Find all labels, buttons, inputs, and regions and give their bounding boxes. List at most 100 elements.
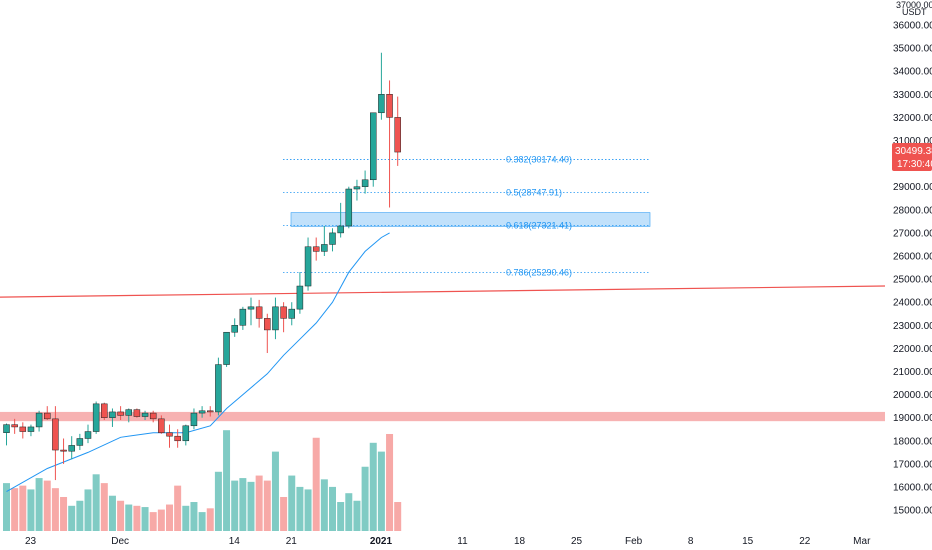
volume-bar xyxy=(11,488,19,531)
volume-bar xyxy=(108,495,116,531)
candle xyxy=(109,408,116,427)
time-tick-label: Dec xyxy=(111,536,129,547)
candle-body xyxy=(109,411,116,418)
fib-level-label: 0.786(25290.46) xyxy=(506,267,572,277)
candle-body xyxy=(207,410,214,413)
volume-bar xyxy=(51,488,59,531)
candle xyxy=(198,406,206,418)
volume-bar xyxy=(239,478,247,531)
volume-bar xyxy=(386,433,394,531)
volume-bar xyxy=(223,430,231,531)
candle-body xyxy=(370,112,377,181)
candle xyxy=(44,406,51,421)
volume-bar xyxy=(43,480,51,531)
price-tick-label: 23000.00 xyxy=(893,321,932,332)
candle xyxy=(158,415,165,434)
price-tick-label: 21000.00 xyxy=(893,367,932,378)
candle xyxy=(329,228,336,252)
candle-body xyxy=(190,412,198,427)
time-tick-label: 8 xyxy=(688,536,694,547)
last-price-value: 30499.38 xyxy=(895,146,932,157)
candle-body xyxy=(272,306,279,331)
volume-bar xyxy=(345,493,353,531)
candle xyxy=(117,406,124,421)
candle-body xyxy=(19,426,27,432)
volume-bar xyxy=(149,512,157,531)
candle-body xyxy=(117,411,124,416)
candle xyxy=(361,170,369,194)
candle-body xyxy=(149,412,157,420)
candle-body xyxy=(329,232,336,245)
price-tick-label: 20000.00 xyxy=(893,390,932,401)
last-price-tag-bg xyxy=(892,143,932,171)
candle xyxy=(52,406,59,481)
candle xyxy=(11,418,18,434)
time-tick-label: 11 xyxy=(457,536,468,547)
volume-bar xyxy=(76,500,84,531)
candle xyxy=(272,297,279,340)
candle xyxy=(296,272,304,314)
trendline[interactable] xyxy=(0,285,886,298)
candle xyxy=(166,424,173,448)
candle xyxy=(280,302,287,333)
candle-body xyxy=(231,325,238,333)
time-tick-label: Mar xyxy=(853,536,871,547)
price-tick-label: 27000.00 xyxy=(893,228,932,239)
price-tick-label: 32000.00 xyxy=(893,113,932,124)
last-price-countdown: 17:30:40 xyxy=(897,159,932,170)
moving-average-line xyxy=(6,232,390,493)
candle xyxy=(215,357,222,416)
volume-bar xyxy=(174,485,182,531)
volume-bar xyxy=(377,451,385,531)
time-tick-label: 25 xyxy=(571,536,583,547)
price-axis[interactable]: 37000.00 USDT 15000.00 16000.00 17000.00 18… xyxy=(893,0,932,517)
volume-bar xyxy=(231,480,239,531)
candlesticks xyxy=(3,52,401,481)
candle-body xyxy=(84,431,92,439)
price-tick-label: 22000.00 xyxy=(893,344,932,355)
candle xyxy=(223,331,230,367)
volume-bar xyxy=(288,475,296,531)
candle xyxy=(133,408,141,418)
time-tick-label: 14 xyxy=(229,536,241,547)
currency-label: USDT xyxy=(902,7,927,17)
price-tick-label: 17000.00 xyxy=(893,459,932,470)
volume-bar xyxy=(84,489,92,531)
candle xyxy=(312,237,320,261)
trendline-segment[interactable] xyxy=(0,285,886,298)
fib-zone-618[interactable] xyxy=(290,212,651,227)
candle-body xyxy=(337,225,344,234)
candle xyxy=(264,313,271,354)
candle xyxy=(149,410,157,423)
candle xyxy=(386,80,393,208)
fibonacci-retracement[interactable]: 0.382(30174.40) 0.5(28747.91) 0.618(27321.… xyxy=(283,155,651,278)
candle-body xyxy=(321,244,328,252)
volume-bar xyxy=(263,480,271,531)
time-tick-label: 23 xyxy=(25,536,37,547)
support-zone-band xyxy=(0,411,885,422)
candle-body xyxy=(304,246,312,287)
candle xyxy=(321,225,328,256)
volume-bar xyxy=(247,481,255,531)
candle xyxy=(3,423,10,446)
time-tick-label: Feb xyxy=(625,536,643,547)
volume-bars xyxy=(3,430,402,531)
candle xyxy=(84,424,92,444)
candle-body xyxy=(133,409,141,417)
candle xyxy=(207,406,214,417)
volume-bar xyxy=(92,474,100,531)
candle-body xyxy=(239,308,247,326)
candle xyxy=(370,112,377,187)
candle xyxy=(247,297,255,326)
volume-bar xyxy=(255,475,263,531)
volume-bar xyxy=(361,466,369,531)
candle-body xyxy=(198,410,206,414)
volume-bar xyxy=(280,496,288,531)
candle-body xyxy=(76,438,84,446)
time-axis[interactable]: 23 Dec 14 21 2021 11 18 25 Feb 8 15 22 Mar xyxy=(25,536,871,547)
moving-average-path xyxy=(6,232,390,493)
volume-bar xyxy=(68,505,76,531)
candle xyxy=(125,408,132,423)
candle xyxy=(255,299,263,328)
